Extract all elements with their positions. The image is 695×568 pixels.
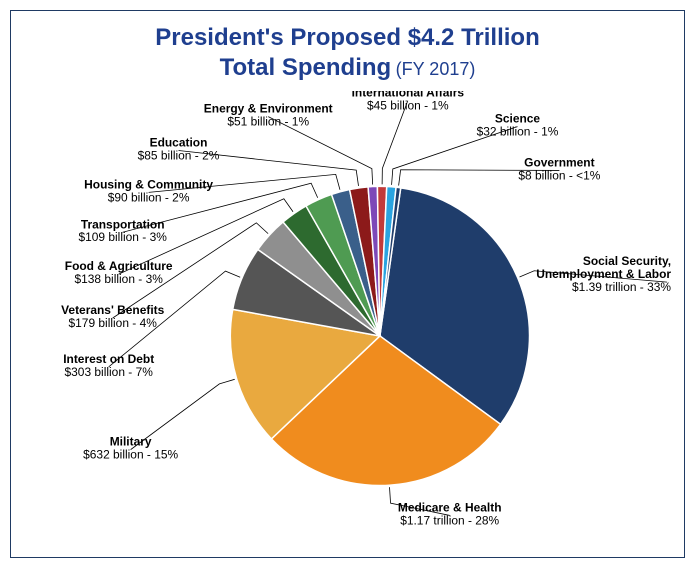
chart-card: President's Proposed $4.2 Trillion Total…: [10, 10, 685, 558]
leader-line: [382, 101, 408, 185]
slice-label: Military$632 billion - 15%: [83, 435, 178, 462]
slice-label: International Affairs$45 billion - 1%: [352, 91, 465, 113]
slice-label: Social Security,Unemployment & Labor$1.3…: [536, 254, 671, 294]
slice-label: Education$85 billion - 2%: [138, 136, 220, 163]
slice-label: Science$32 billion - 1%: [477, 112, 559, 139]
slice-label: Transportation$109 billion - 3%: [78, 217, 167, 244]
pie-chart: Social Security,Unemployment & Labor$1.3…: [11, 91, 684, 551]
title-line-1: President's Proposed $4.2 Trillion: [11, 23, 684, 53]
outer-frame: President's Proposed $4.2 Trillion Total…: [0, 0, 695, 568]
title-total-spending: Total Spending: [220, 54, 392, 81]
title-fy: (FY 2017): [396, 59, 476, 79]
chart-title: President's Proposed $4.2 Trillion Total…: [11, 23, 684, 83]
slice-label: Housing & Community$90 billion - 2%: [84, 177, 213, 204]
slice-label: Government$8 billion - <1%: [518, 155, 600, 182]
slice-label: Medicare & Health$1.17 trillion - 28%: [398, 500, 502, 527]
slice-label: Energy & Environment$51 billion - 1%: [204, 102, 333, 129]
title-line-2: Total Spending (FY 2017): [11, 53, 684, 83]
slice-label: Interest on Debt$303 billion - 7%: [63, 352, 154, 379]
slice-label: Food & Agriculture$138 billion - 3%: [65, 259, 173, 286]
slice-label: Veterans' Benefits$179 billion - 4%: [61, 303, 165, 330]
pie-svg: Social Security,Unemployment & Labor$1.3…: [11, 91, 684, 551]
